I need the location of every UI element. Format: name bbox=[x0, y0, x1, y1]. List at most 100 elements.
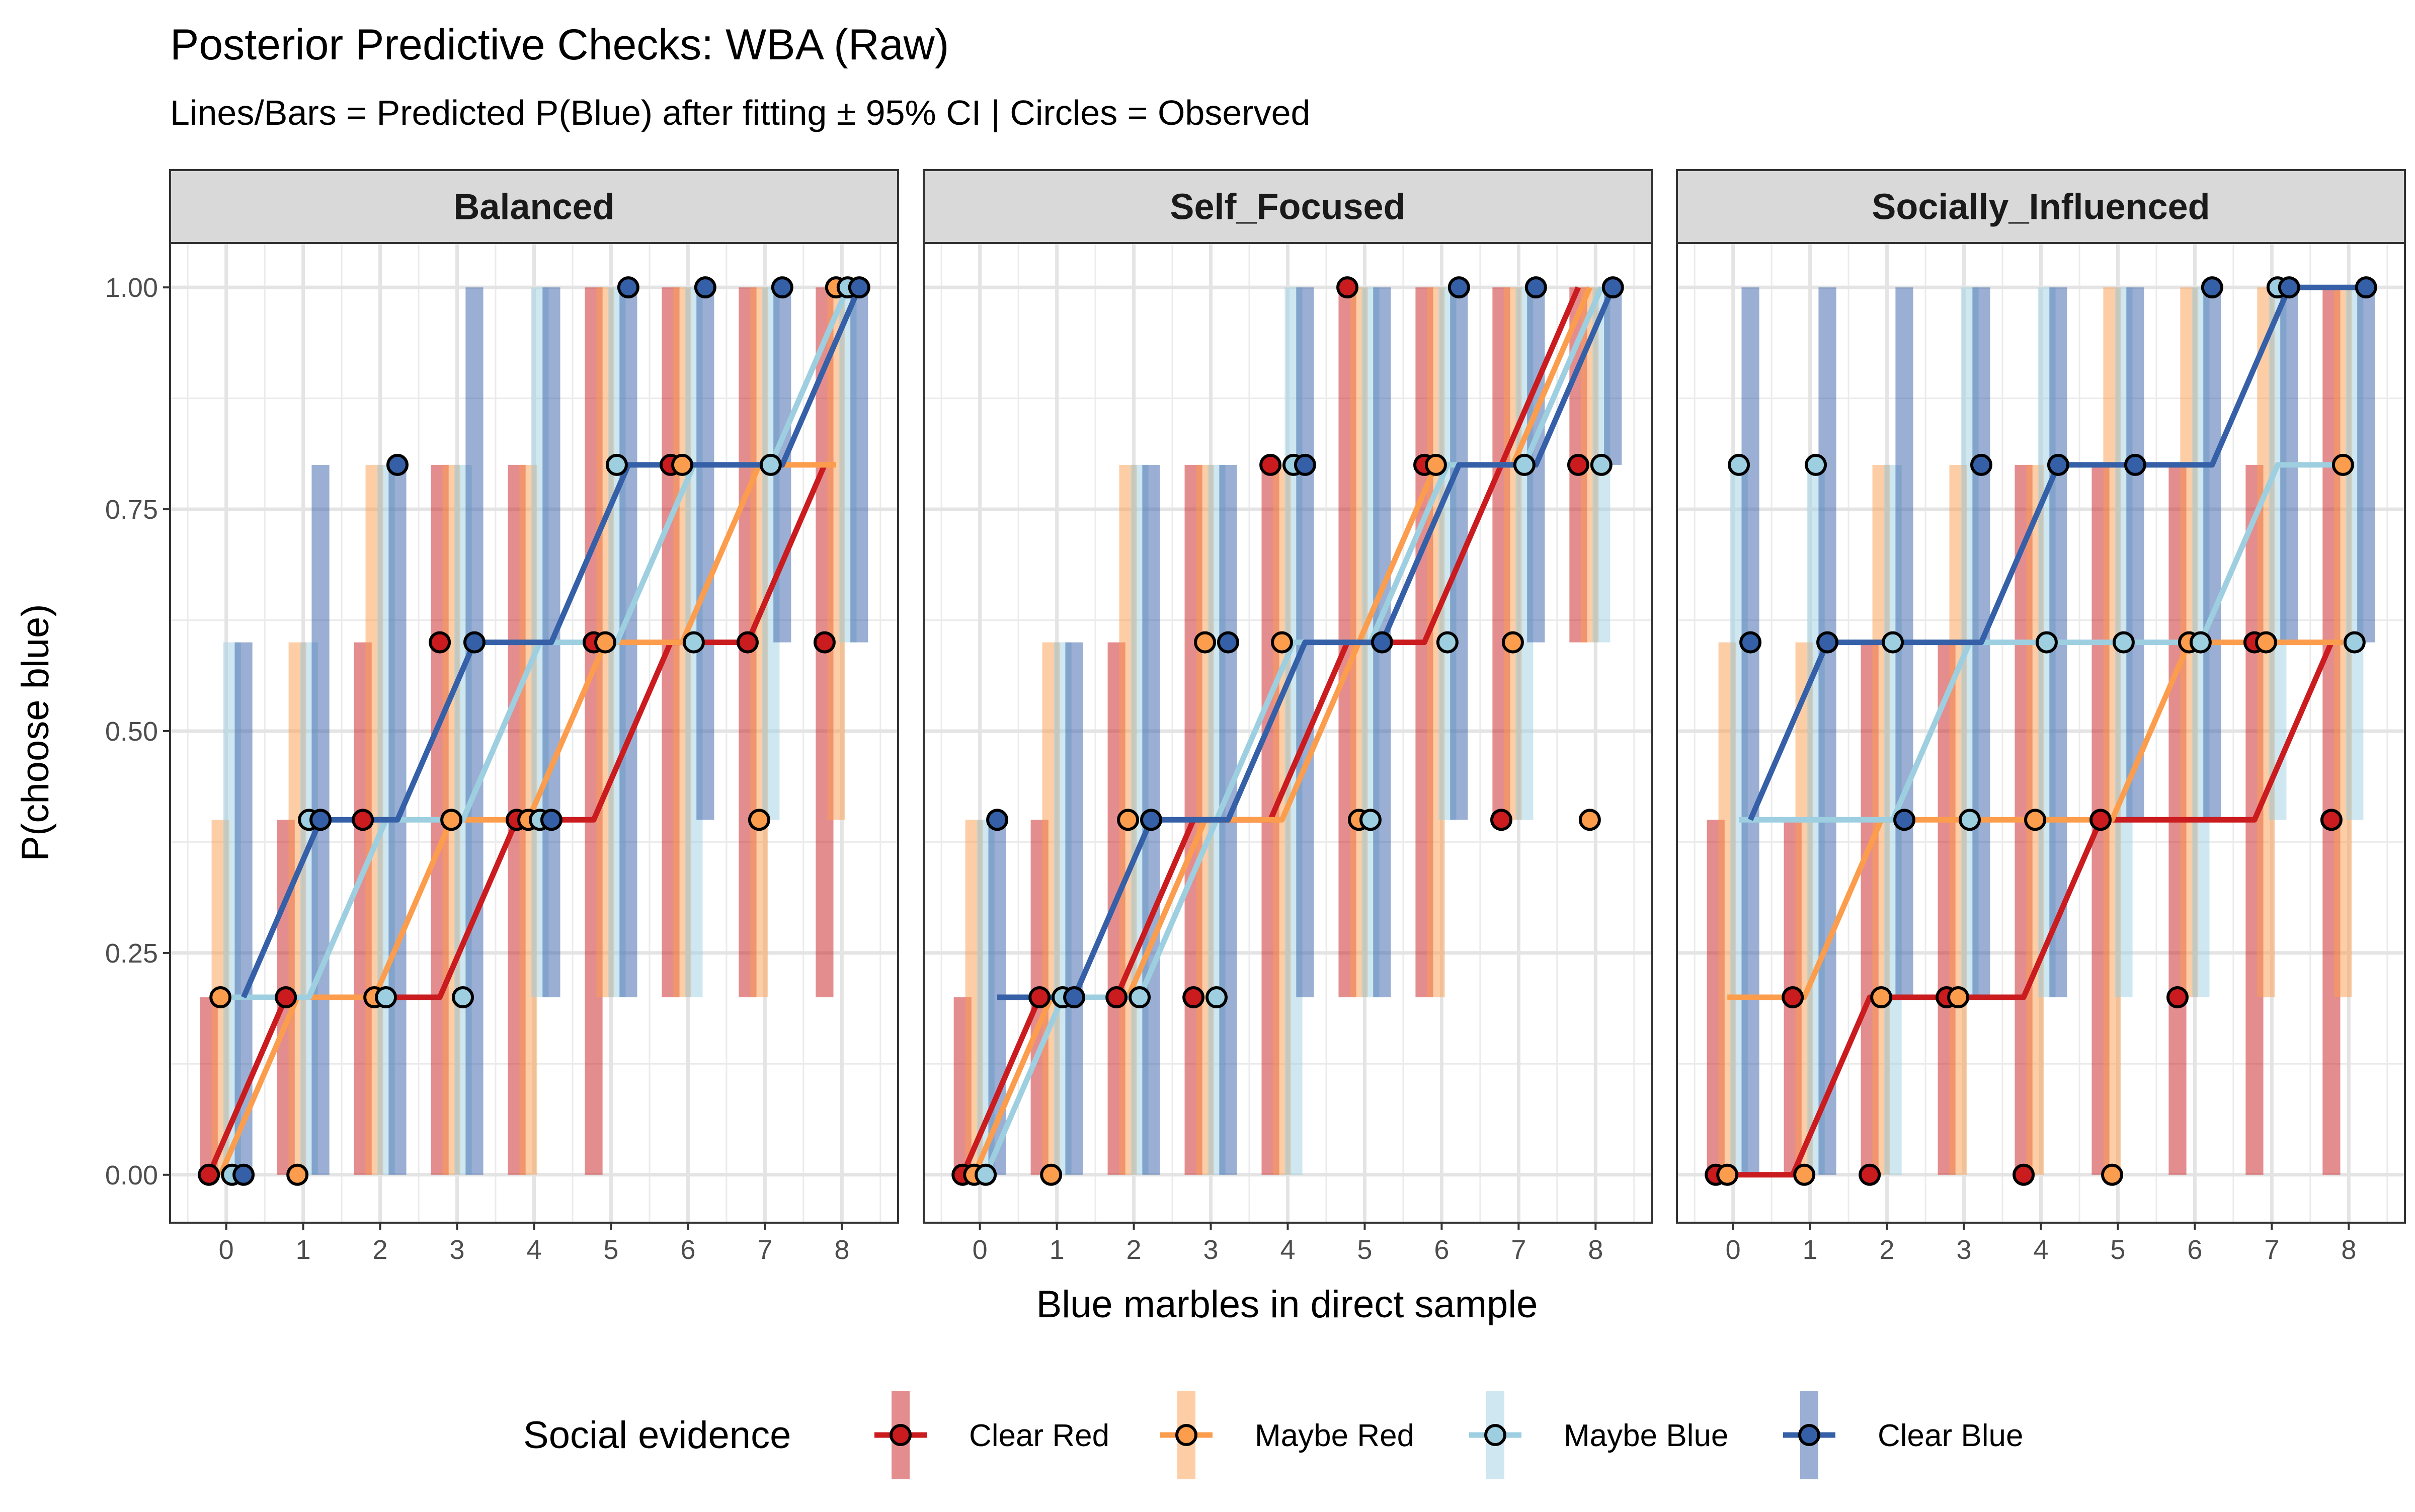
observed-point-maybe-blue bbox=[452, 986, 474, 1009]
observed-point-clear-blue bbox=[617, 276, 639, 299]
observed-point-clear-red bbox=[736, 631, 759, 654]
ci-bar-clear-blue bbox=[2203, 287, 2221, 820]
observed-point-maybe-red bbox=[1578, 809, 1601, 831]
observed-point-maybe-red bbox=[2331, 453, 2354, 476]
x-tick-label: 4 bbox=[2033, 1235, 2048, 1265]
x-tick-label: 1 bbox=[296, 1235, 311, 1265]
observed-point-clear-red bbox=[1490, 809, 1512, 831]
observed-point-clear-red bbox=[1567, 453, 1589, 476]
legend-label: Clear Blue bbox=[1878, 1418, 2023, 1453]
y-tick-label: 1.00 bbox=[105, 273, 158, 303]
observed-point-clear-blue bbox=[771, 276, 793, 299]
observed-point-maybe-blue bbox=[1959, 809, 1981, 831]
observed-point-maybe-red bbox=[2255, 631, 2277, 654]
ci-bar-clear-blue bbox=[2357, 287, 2375, 643]
observed-point-maybe-blue bbox=[1129, 986, 1151, 1009]
observed-point-clear-red bbox=[352, 809, 374, 831]
observed-point-clear-red bbox=[1182, 986, 1205, 1009]
legend-item-clear-red: Clear Red bbox=[874, 1391, 1109, 1479]
legend-label: Maybe Blue bbox=[1564, 1418, 1728, 1453]
observed-point-clear-blue bbox=[1601, 276, 1624, 299]
observed-point-clear-blue bbox=[386, 453, 409, 476]
observed-point-clear-blue bbox=[1294, 453, 1316, 476]
predicted-line-clear-blue bbox=[997, 286, 1616, 1000]
legend-key-point bbox=[1484, 1424, 1506, 1446]
facet-self-focused: Self_Focused 0 1 2 3 4 5 6 7 8 bbox=[923, 169, 1653, 1265]
observed-point-clear-red bbox=[2089, 809, 2112, 831]
ci-bar-clear-blue bbox=[1818, 287, 1836, 1175]
legend-key-point bbox=[1798, 1424, 1820, 1446]
observed-point-clear-red bbox=[1105, 986, 1128, 1009]
observed-point-maybe-blue bbox=[375, 986, 397, 1009]
legend-item-clear-blue: Clear Blue bbox=[1783, 1391, 2023, 1479]
observed-point-clear-blue bbox=[1970, 453, 1992, 476]
strip-label: Balanced bbox=[453, 187, 614, 227]
observed-point-maybe-blue bbox=[975, 1163, 997, 1186]
x-axis-title: Blue marbles in direct sample bbox=[1036, 1283, 1538, 1326]
observed-point-clear-red bbox=[813, 631, 836, 654]
y-tick-label: 0.50 bbox=[105, 717, 158, 747]
observed-point-clear-blue bbox=[1140, 809, 1162, 831]
observed-point-maybe-blue bbox=[1205, 986, 1228, 1009]
strip-header bbox=[169, 169, 899, 244]
observed-point-clear-red bbox=[1259, 453, 1282, 476]
observed-point-clear-blue bbox=[986, 809, 1009, 831]
observed-point-maybe-blue bbox=[605, 453, 628, 476]
observed-point-clear-blue bbox=[2355, 276, 2377, 299]
observed-point-clear-red bbox=[275, 986, 297, 1009]
legend-label: Maybe Red bbox=[1255, 1418, 1414, 1453]
x-tick-label: 0 bbox=[1726, 1235, 1741, 1265]
observed-point-maybe-red bbox=[1194, 631, 1217, 654]
legend-title: Social evidence bbox=[523, 1414, 791, 1457]
predicted-line-clear-red bbox=[1716, 641, 2334, 1178]
y-tick-label: 0.25 bbox=[105, 938, 158, 969]
observed-point-maybe-blue bbox=[2035, 631, 2058, 654]
observed-point-maybe-red bbox=[440, 809, 463, 831]
x-tick-label: 6 bbox=[1434, 1235, 1449, 1265]
observed-point-clear-blue bbox=[2124, 453, 2146, 476]
facet-panels: Balanced 0 1 2 3 4 5 6 7 8 0.00 0.25 0.50 0.75 1.00 Sel… bbox=[105, 169, 2406, 1265]
observed-point-clear-red bbox=[198, 1163, 220, 1186]
observed-point-maybe-blue bbox=[2112, 631, 2135, 654]
observed-point-clear-blue bbox=[2278, 276, 2300, 299]
ci-bar-clear-blue bbox=[465, 287, 484, 1175]
observed-point-clear-blue bbox=[1371, 631, 1393, 654]
x-tick-label: 2 bbox=[1126, 1235, 1142, 1265]
observed-point-clear-red bbox=[2320, 809, 2343, 831]
observed-point-clear-red bbox=[1028, 986, 1051, 1009]
observed-point-maybe-red bbox=[2024, 809, 2047, 831]
observed-point-clear-red bbox=[1859, 1163, 1881, 1186]
observed-point-maybe-blue bbox=[1590, 453, 1613, 476]
x-tick-label: 4 bbox=[1280, 1235, 1295, 1265]
observed-point-clear-red bbox=[1782, 986, 1804, 1009]
observed-point-clear-blue bbox=[2047, 453, 2069, 476]
observed-point-maybe-red bbox=[1793, 1163, 1816, 1186]
x-tick-label: 0 bbox=[219, 1235, 234, 1265]
observed-point-clear-red bbox=[2166, 986, 2189, 1009]
x-tick-label: 6 bbox=[680, 1235, 695, 1265]
observed-point-maybe-red bbox=[1040, 1163, 1063, 1186]
observed-point-maybe-blue bbox=[1513, 453, 1536, 476]
legend: Social evidence Clear Red Maybe Red Maybe B… bbox=[523, 1391, 2023, 1479]
x-tick-label: 7 bbox=[2264, 1235, 2279, 1265]
ci-bar-clear-blue bbox=[1065, 642, 1083, 1175]
legend-item-maybe-red: Maybe Red bbox=[1160, 1391, 1414, 1479]
observed-point-clear-blue bbox=[1217, 631, 1239, 654]
x-tick-label: 6 bbox=[2187, 1235, 2202, 1265]
strip-header bbox=[1676, 169, 2406, 244]
x-tick-label: 3 bbox=[1203, 1235, 1219, 1265]
observed-point-clear-blue bbox=[2201, 276, 2223, 299]
facet-balanced: Balanced 0 1 2 3 4 5 6 7 8 0.00 0.25 0.50 0.75 1.00 bbox=[105, 169, 899, 1265]
observed-point-maybe-blue bbox=[759, 453, 782, 476]
observed-point-maybe-red bbox=[594, 631, 616, 654]
observed-point-clear-blue bbox=[1063, 986, 1086, 1009]
x-tick-label: 3 bbox=[450, 1235, 465, 1265]
observed-point-maybe-red bbox=[286, 1163, 309, 1186]
facet-socially-influenced: Socially_Influenced 0 1 2 3 4 5 6 7 8 bbox=[1676, 169, 2406, 1265]
observed-point-maybe-blue bbox=[1882, 631, 1904, 654]
legend-key-point bbox=[890, 1424, 912, 1446]
observed-point-maybe-red bbox=[1117, 809, 1140, 831]
observed-point-maybe-red bbox=[2101, 1163, 2123, 1186]
ci-bar-clear-blue bbox=[1604, 287, 1622, 465]
y-tick-label: 0.75 bbox=[105, 495, 158, 525]
